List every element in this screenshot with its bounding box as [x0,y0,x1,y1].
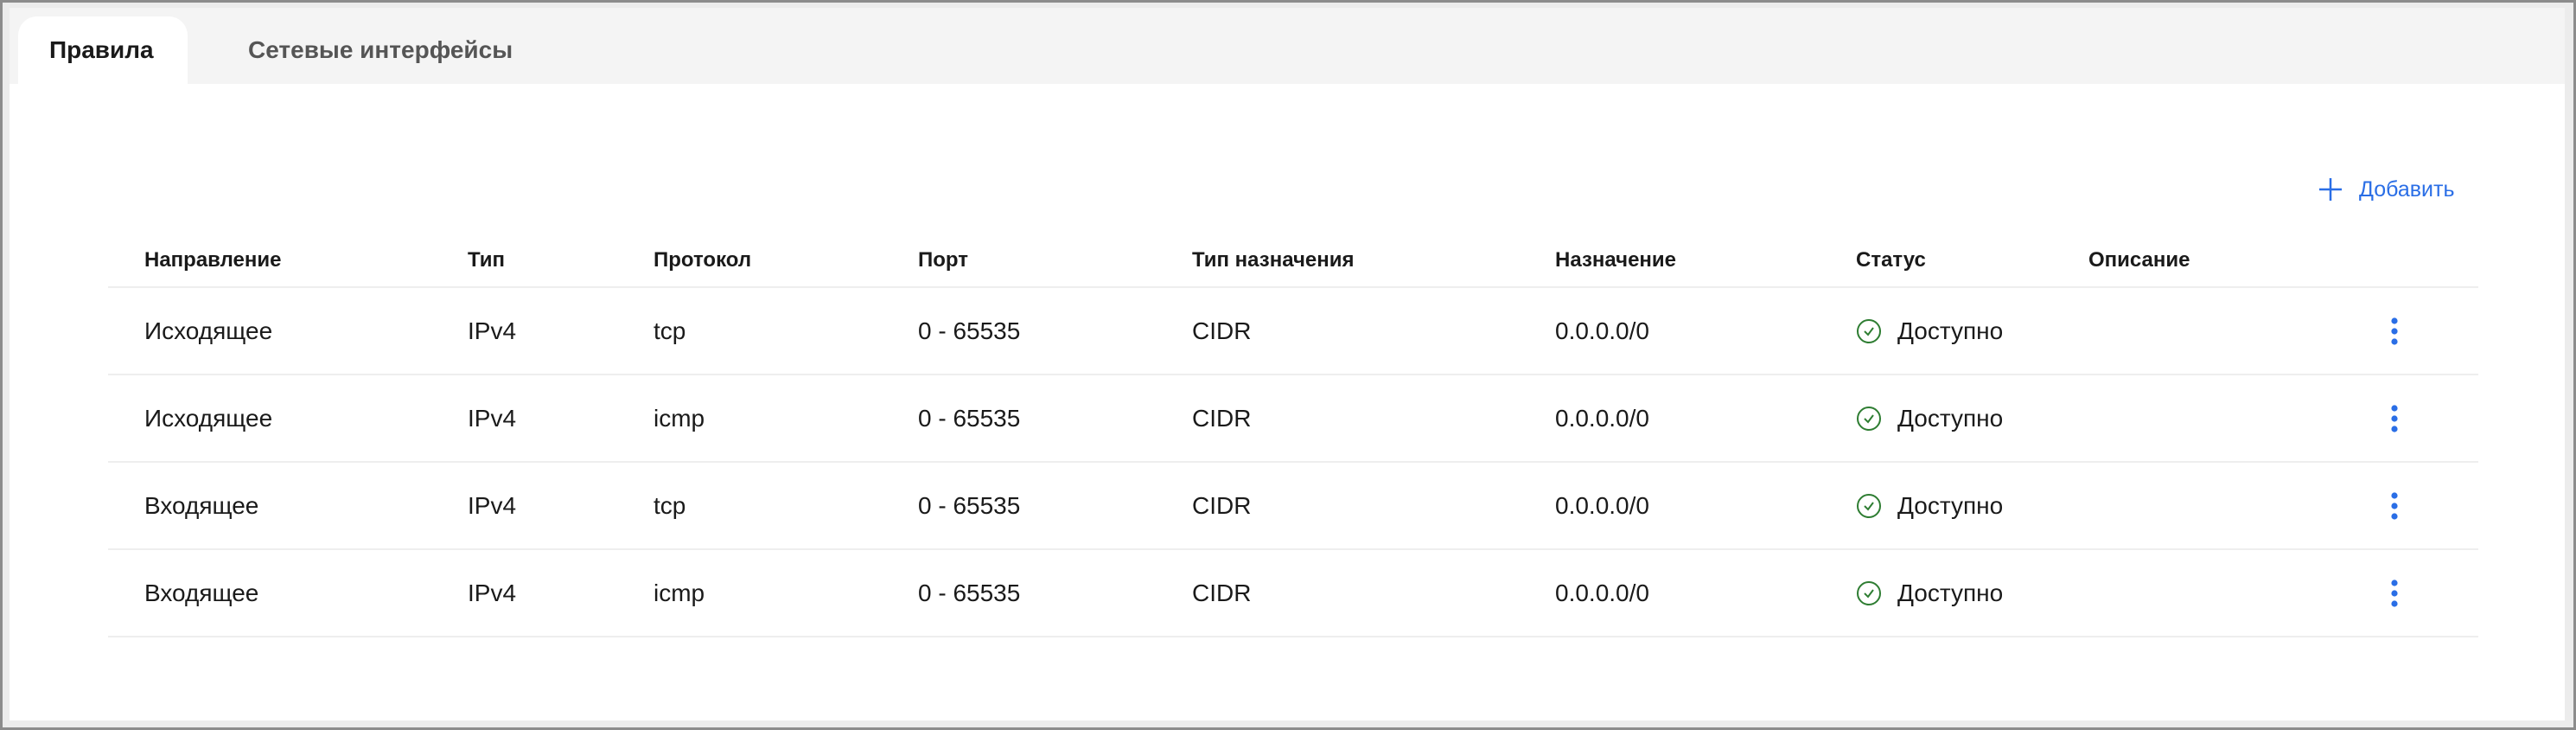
destination-type-cell: CIDR [1192,404,1252,432]
table-row[interactable]: Исходящее IPv4 tcp 0 - 65535 CIDR 0.0.0.… [108,288,2478,375]
protocol-cell: icmp [654,579,705,606]
type-cell: IPv4 [468,491,517,519]
status-cell: Доступно [1856,288,2003,374]
more-vertical-icon [2391,491,2398,520]
column-header-port[interactable]: Порт [918,248,969,272]
row-actions-button[interactable] [2382,375,2407,461]
tab-rules[interactable]: Правила [18,16,188,84]
row-actions-button[interactable] [2382,463,2407,548]
protocol-cell: tcp [654,317,686,344]
protocol-cell: tcp [654,491,686,519]
status-cell: Доступно [1856,375,2003,461]
column-header-status[interactable]: Статус [1856,248,1926,272]
column-header-description[interactable]: Описание [2088,248,2190,272]
type-cell: IPv4 [468,404,517,432]
more-vertical-icon [2391,317,2398,345]
column-header-type[interactable]: Тип [468,248,505,272]
destination-type-cell: CIDR [1192,579,1252,606]
rules-table: Направление Тип Протокол Порт Тип назнач… [108,233,2478,637]
row-actions-button[interactable] [2382,288,2407,374]
direction-cell: Входящее [144,579,259,606]
port-cell: 0 - 65535 [918,317,1021,344]
tab-bar: Правила Сетевые интерфейсы [10,8,2565,84]
destination-cell: 0.0.0.0/0 [1555,404,1649,432]
destination-cell: 0.0.0.0/0 [1555,579,1649,606]
row-actions-button[interactable] [2382,550,2407,636]
direction-cell: Входящее [144,491,259,519]
status-label: Доступно [1897,579,2004,606]
direction-cell: Исходящее [144,317,273,344]
destination-type-cell: CIDR [1192,491,1252,519]
table-header: Направление Тип Протокол Порт Тип назнач… [108,233,2478,288]
more-vertical-icon [2391,579,2398,607]
add-button-label: Добавить [2359,176,2455,202]
status-label: Доступно [1897,404,2004,432]
column-header-direction[interactable]: Направление [144,248,282,272]
table-row[interactable]: Входящее IPv4 icmp 0 - 65535 CIDR 0.0.0.… [108,550,2478,637]
port-cell: 0 - 65535 [918,404,1021,432]
status-cell: Доступно [1856,463,2003,548]
direction-cell: Исходящее [144,404,273,432]
protocol-cell: icmp [654,404,705,432]
port-cell: 0 - 65535 [918,491,1021,519]
destination-type-cell: CIDR [1192,317,1252,344]
status-label: Доступно [1897,491,2004,519]
table-row[interactable]: Входящее IPv4 tcp 0 - 65535 CIDR 0.0.0.0… [108,463,2478,550]
column-header-destination[interactable]: Назначение [1555,248,1677,272]
more-vertical-icon [2391,404,2398,432]
add-button[interactable]: Добавить [2318,172,2455,207]
port-cell: 0 - 65535 [918,579,1021,606]
status-cell: Доступно [1856,550,2003,636]
column-header-destination-type[interactable]: Тип назначения [1192,248,1355,272]
check-circle-icon [1857,318,1881,343]
table-row[interactable]: Исходящее IPv4 icmp 0 - 65535 CIDR 0.0.0… [108,375,2478,463]
check-circle-icon [1857,493,1881,518]
column-header-protocol[interactable]: Протокол [654,248,752,272]
type-cell: IPv4 [468,317,517,344]
check-circle-icon [1857,580,1881,605]
type-cell: IPv4 [468,579,517,606]
rules-panel: Правила Сетевые интерфейсы Добавить Напр… [10,8,2565,720]
check-circle-icon [1857,406,1881,431]
status-label: Доступно [1897,317,2004,344]
plus-icon [2319,178,2342,201]
tab-network-interfaces[interactable]: Сетевые интерфейсы [248,36,513,63]
destination-cell: 0.0.0.0/0 [1555,491,1649,519]
destination-cell: 0.0.0.0/0 [1555,317,1649,344]
